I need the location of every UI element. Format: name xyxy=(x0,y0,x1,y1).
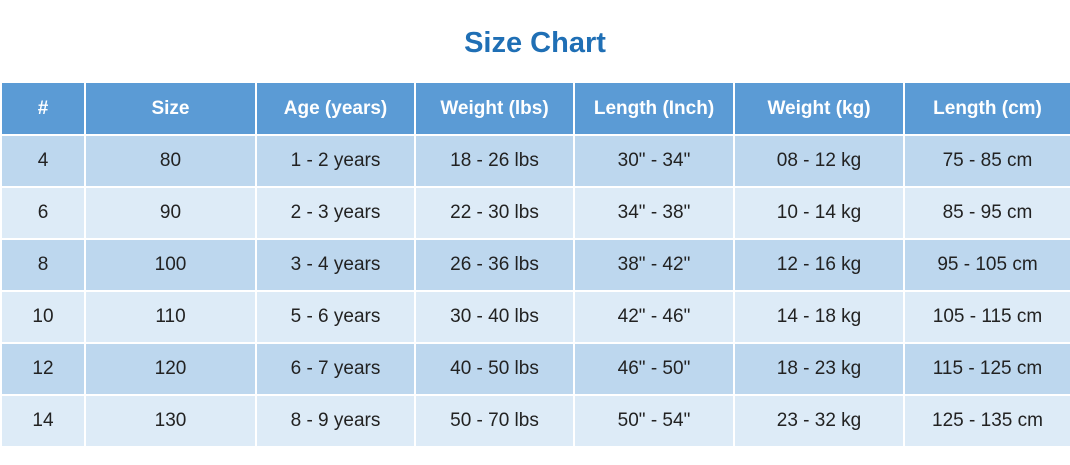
table-cell: 14 xyxy=(0,394,86,448)
table-cell: 75 - 85 cm xyxy=(903,134,1070,188)
table-cell: 38" - 42" xyxy=(573,238,735,292)
table-cell: 4 xyxy=(0,134,86,188)
table-cell: 6 - 7 years xyxy=(255,342,416,396)
title: Size Chart xyxy=(464,27,606,59)
table-cell: 08 - 12 kg xyxy=(733,134,905,188)
table-cell: 3 - 4 years xyxy=(255,238,416,292)
table-cell: 8 xyxy=(0,238,86,292)
table-cell: 42" - 46" xyxy=(573,290,735,344)
table-cell: 30" - 34" xyxy=(573,134,735,188)
table-cell: 2 - 3 years xyxy=(255,186,416,240)
table-cell: 46" - 50" xyxy=(573,342,735,396)
table-cell: 110 xyxy=(84,290,257,344)
table-cell: 14 - 18 kg xyxy=(733,290,905,344)
table-cell: 18 - 23 kg xyxy=(733,342,905,396)
table-cell: 10 - 14 kg xyxy=(733,186,905,240)
table-cell: 125 - 135 cm xyxy=(903,394,1070,448)
table-cell: 85 - 95 cm xyxy=(903,186,1070,240)
table-cell: 130 xyxy=(84,394,257,448)
header-cell: Size xyxy=(84,81,257,136)
table-cell: 1 - 2 years xyxy=(255,134,416,188)
table-cell: 100 xyxy=(84,238,257,292)
table-cell: 50 - 70 lbs xyxy=(414,394,575,448)
table-cell: 18 - 26 lbs xyxy=(414,134,575,188)
header-cell: Age (years) xyxy=(255,81,416,136)
table-row: 10 110 5 - 6 years 30 - 40 lbs 42" - 46" 14 -… xyxy=(0,290,1070,344)
header-cell: Length (cm) xyxy=(903,81,1070,136)
table-cell: 90 xyxy=(84,186,257,240)
table-cell: 115 - 125 cm xyxy=(903,342,1070,396)
table-cell: 12 xyxy=(0,342,86,396)
table-row: 6 90 2 - 3 years 22 - 30 lbs 34" - 38" 10 - 1… xyxy=(0,186,1070,240)
header-cell: Length (Inch) xyxy=(573,81,735,136)
table-row: 12 120 6 - 7 years 40 - 50 lbs 46" - 50" 18 -… xyxy=(0,342,1070,396)
table-cell: 23 - 32 kg xyxy=(733,394,905,448)
table-row: 8 100 3 - 4 years 26 - 36 lbs 38" - 42" 12 - … xyxy=(0,238,1070,292)
table-cell: 105 - 115 cm xyxy=(903,290,1070,344)
table-cell: 8 - 9 years xyxy=(255,394,416,448)
table-cell: 50" - 54" xyxy=(573,394,735,448)
table-cell: 80 xyxy=(84,134,257,188)
table-cell: 6 xyxy=(0,186,86,240)
table-cell: 120 xyxy=(84,342,257,396)
size-table: # Size Age (years) Weight (lbs) Length (Inch… xyxy=(0,81,1070,448)
table-row: 4 80 1 - 2 years 18 - 26 lbs 30" - 34" 08 - 1… xyxy=(0,134,1070,188)
table-cell: 30 - 40 lbs xyxy=(414,290,575,344)
table-cell: 22 - 30 lbs xyxy=(414,186,575,240)
table-body: 4 80 1 - 2 years 18 - 26 lbs 30" - 34" 08 - 1… xyxy=(0,134,1070,448)
table-cell: 40 - 50 lbs xyxy=(414,342,575,396)
table-cell: 12 - 16 kg xyxy=(733,238,905,292)
header-cell: Weight (lbs) xyxy=(414,81,575,136)
header-row: # Size Age (years) Weight (lbs) Length (Inch… xyxy=(0,81,1070,136)
table-cell: 10 xyxy=(0,290,86,344)
table-header: # Size Age (years) Weight (lbs) Length (Inch… xyxy=(0,81,1070,136)
table-cell: 5 - 6 years xyxy=(255,290,416,344)
table-row: 14 130 8 - 9 years 50 - 70 lbs 50" - 54" 23 -… xyxy=(0,394,1070,448)
table-cell: 26 - 36 lbs xyxy=(414,238,575,292)
header-cell: # xyxy=(0,81,86,136)
table-cell: 95 - 105 cm xyxy=(903,238,1070,292)
header-cell: Weight (kg) xyxy=(733,81,905,136)
table-cell: 34" - 38" xyxy=(573,186,735,240)
